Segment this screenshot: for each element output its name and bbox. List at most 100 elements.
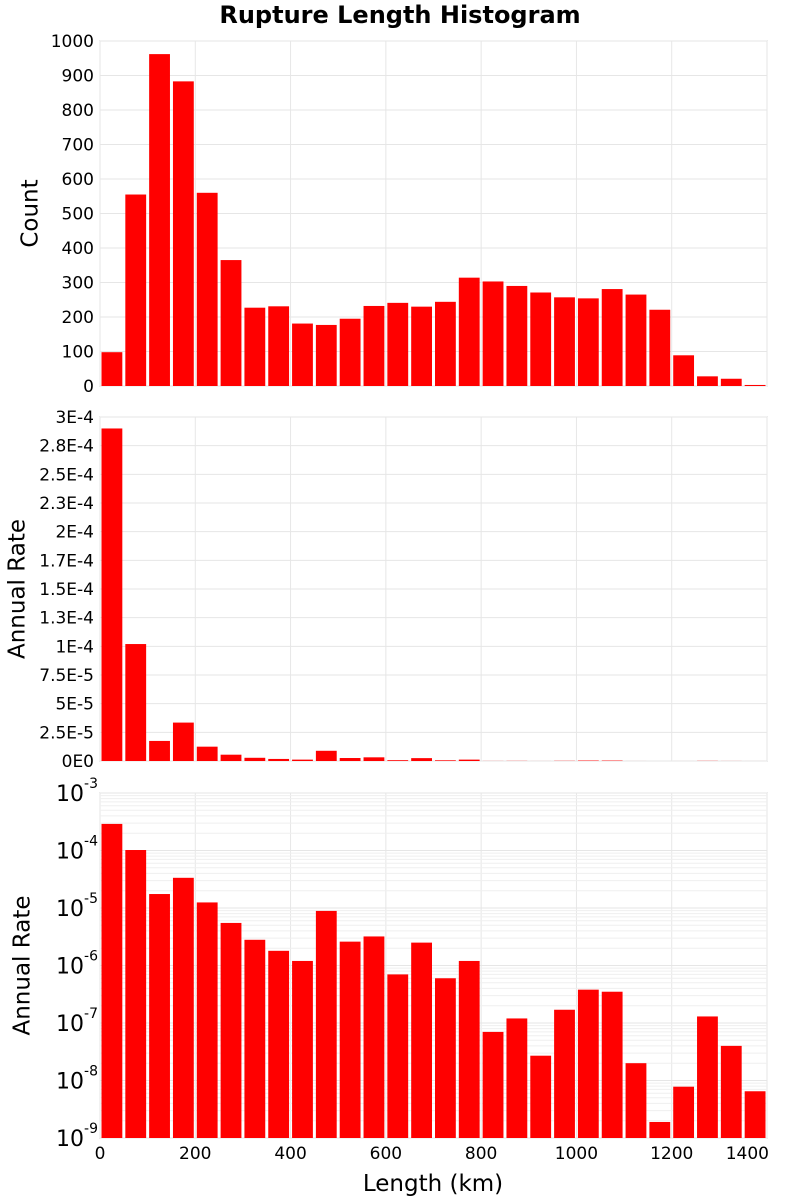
y-tick-label: 200 [62, 308, 94, 328]
y-tick-exponent: -4 [84, 834, 98, 850]
y-tick-label: 300 [62, 274, 94, 294]
bar-panel-1-bin-9 [292, 323, 313, 386]
bar-panel-1-bin-2 [125, 194, 147, 386]
bar-panel-3-bin-19 [530, 1055, 552, 1138]
bar-panel-1-bin-27 [720, 378, 742, 386]
y-tick-base: 10 [56, 1012, 84, 1037]
bar-panel-3-bin-3 [149, 894, 170, 1138]
bar-panel-3-bin-6 [220, 922, 242, 1138]
panel-2: 0E0 2.5E-5 5E-5 7.5E-5 1E-4 1.3E-4 1.5E-4 1.7E-… [5, 408, 768, 772]
bar-panel-2-bin-4 [172, 722, 194, 761]
y-axis-label-3: Annual Rate [10, 896, 36, 1036]
bar-panel-3-bin-22 [601, 991, 623, 1138]
bar-panel-1-bin-6 [220, 260, 242, 386]
y-tick-label: 10-5 [56, 891, 98, 922]
chart-title: Rupture Length Histogram [219, 1, 580, 29]
bar-panel-1-bin-23 [625, 294, 647, 386]
bar-panel-3-bin-1 [101, 823, 123, 1138]
y-tick-exponent: -8 [84, 1064, 98, 1080]
bar-panel-3-bin-23 [625, 1063, 647, 1138]
bar-panel-3-bin-26 [697, 1016, 718, 1138]
x-tick-label: 200 [179, 1144, 211, 1164]
bar-panel-3-bin-4 [172, 877, 194, 1138]
bar-panel-1-bin-5 [196, 192, 218, 386]
bar-panel-1-bin-25 [673, 355, 695, 386]
bar-panel-1-bin-22 [601, 289, 623, 386]
bar-panel-2-bin-8 [268, 758, 290, 761]
bar-panel-3-bin-10 [315, 910, 337, 1138]
y-tick-label: 0E0 [62, 752, 94, 772]
y-tick-label: 100 [62, 343, 94, 363]
bar-panel-3-bin-8 [268, 950, 290, 1138]
x-tick-label: 800 [465, 1144, 497, 1164]
bar-panel-2-bin-16 [458, 759, 480, 761]
bar-panel-2-bin-11 [339, 758, 361, 761]
bar-panel-1-bin-8 [268, 306, 290, 386]
x-axis-label: Length (km) [363, 1171, 503, 1197]
bar-panel-3-bin-21 [577, 989, 599, 1138]
panels-layer: 01002003004005006007008009001000Count0E0… [5, 32, 770, 1164]
y-axis-label-2: Annual Rate [5, 519, 31, 659]
bar-panel-3-bin-27 [720, 1045, 742, 1138]
x-tick-label: 1000 [555, 1144, 598, 1164]
y-tick-label: 700 [62, 136, 94, 156]
bar-panel-3-bin-13 [387, 974, 409, 1138]
y-tick-label: 500 [62, 205, 94, 225]
bar-panel-1-bin-7 [244, 307, 266, 386]
bar-panel-3-bin-2 [125, 850, 147, 1138]
y-tick-label: 10-9 [56, 1121, 98, 1152]
bar-panel-2-bin-13 [387, 760, 409, 761]
bar-panel-3-bin-12 [363, 936, 385, 1138]
y-tick-label: 10-7 [56, 1006, 98, 1037]
bar-panel-2-bin-10 [315, 750, 337, 761]
x-tick-label: 600 [370, 1144, 402, 1164]
bar-panel-1-bin-16 [458, 277, 480, 386]
y-tick-base: 10 [56, 840, 84, 865]
y-tick-label: 1.3E-4 [39, 609, 94, 629]
x-tick-label: 1400 [726, 1144, 769, 1164]
bar-panel-1-bin-20 [554, 297, 575, 386]
bar-panel-1-bin-11 [339, 318, 361, 386]
bar-panel-3-bin-11 [339, 941, 361, 1138]
panel-1: 0 100 200 300 400 500 600 700 800 900 1000 Count [18, 32, 768, 397]
bar-panel-3-bin-20 [554, 1009, 575, 1138]
x-tick-label: 400 [274, 1144, 306, 1164]
y-tick-label: 2E-4 [55, 523, 94, 543]
bar-panel-3-bin-16 [458, 960, 480, 1138]
y-tick-label: 5E-5 [55, 695, 94, 715]
y-tick-label: 1.7E-4 [39, 551, 94, 571]
bar-panel-2-bin-12 [363, 757, 385, 761]
y-tick-label: 2.5E-5 [39, 723, 94, 743]
y-tick-base: 10 [56, 782, 84, 807]
bar-panel-2-bin-1 [101, 428, 123, 761]
bar-panel-3-bin-9 [292, 960, 313, 1138]
y-tick-label: 900 [62, 67, 94, 87]
y-tick-label: 2.8E-4 [39, 437, 94, 457]
y-tick-base: 10 [56, 1127, 84, 1152]
bar-panel-2-bin-5 [196, 746, 218, 761]
y-tick-label: 1E-4 [55, 637, 94, 657]
y-tick-exponent: -7 [84, 1006, 98, 1022]
bar-panel-2-bin-3 [149, 740, 170, 761]
bar-panel-3-bin-17 [482, 1031, 504, 1138]
bar-panel-2-bin-15 [435, 760, 456, 761]
bar-panel-1-bin-24 [649, 309, 671, 386]
bar-panel-3-bin-7 [244, 939, 266, 1138]
y-tick-label: 2.5E-4 [39, 465, 94, 485]
bar-panel-1-bin-19 [530, 292, 552, 386]
y-tick-label: 10-8 [56, 1064, 98, 1095]
bar-panel-3-bin-28 [744, 1091, 766, 1138]
bar-panel-1-bin-12 [363, 305, 385, 386]
y-tick-exponent: -3 [84, 776, 98, 792]
bar-panel-1-bin-21 [577, 298, 599, 386]
y-tick-label: 7.5E-5 [39, 666, 94, 686]
y-tick-label: 600 [62, 170, 94, 190]
bar-panel-3-bin-14 [411, 942, 432, 1138]
y-tick-label: 400 [62, 239, 94, 259]
y-tick-exponent: -6 [84, 949, 98, 965]
y-tick-label: 10-6 [56, 949, 98, 980]
bar-panel-2-bin-7 [244, 757, 266, 761]
bar-panel-3-bin-18 [506, 1018, 528, 1138]
y-tick-label: 1000 [51, 32, 94, 52]
bar-panel-3-bin-24 [649, 1121, 671, 1138]
